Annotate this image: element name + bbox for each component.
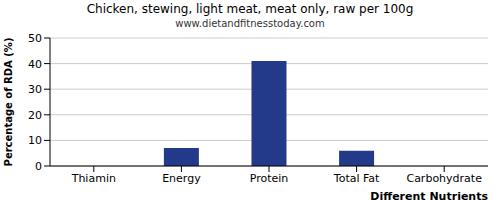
svg-text:40: 40	[28, 58, 42, 71]
svg-text:Different Nutrients: Different Nutrients	[370, 190, 488, 200]
svg-text:30: 30	[28, 83, 42, 96]
svg-text:Energy: Energy	[162, 172, 201, 185]
html-text:Chicken, stewing, light meat,: Chicken, stewing, light meat, meat only,…	[86, 2, 414, 16]
svg-text:Percentage of RDA (%): Percentage of RDA (%)	[8, 38, 14, 167]
svg-text:20: 20	[28, 109, 42, 122]
svg-text:Total Fat: Total Fat	[333, 172, 380, 185]
svg-text:10: 10	[28, 134, 42, 147]
svg-text:Protein: Protein	[250, 172, 289, 185]
svg-text:Carbohydrate: Carbohydrate	[406, 172, 482, 185]
svg-text:Thiamin: Thiamin	[71, 172, 116, 185]
svg-text:50: 50	[28, 32, 42, 45]
svg-text:0: 0	[35, 160, 42, 173]
html-text:www.dietandfitnesstoday.com: www.dietandfitnesstoday.com	[175, 18, 325, 29]
